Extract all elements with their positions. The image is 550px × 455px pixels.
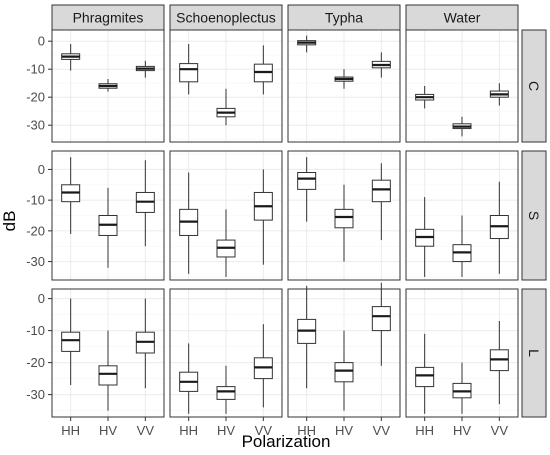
y-tick-label: -20 (26, 223, 45, 238)
x-tick-label: HH (415, 423, 434, 438)
row-strip-label-l: L (526, 349, 542, 357)
box-schoenoplectus-l-hv (216, 386, 236, 400)
row-strip-l (521, 288, 547, 418)
panel-border (287, 150, 401, 281)
panel-border (51, 150, 165, 281)
box-phragmites-l-hh (61, 331, 81, 352)
x-tick-label: VV (137, 423, 155, 438)
column-strip-label-schoenoplectus: Schoenoplectus (176, 10, 276, 26)
column-strip-label-typha: Typha (325, 10, 363, 26)
y-tick-label: -30 (26, 118, 45, 133)
box-schoenoplectus-c-hh (179, 63, 199, 83)
x-tick-label: HV (99, 423, 117, 438)
y-tick-label: 0 (38, 291, 45, 306)
panel-border (405, 150, 519, 281)
panel-border (169, 150, 283, 281)
box-typha-l-vv (371, 306, 391, 332)
x-tick-label: HV (335, 423, 353, 438)
box-typha-s-vv (371, 179, 391, 203)
y-tick-label: -10 (26, 62, 45, 77)
plot-area: 0 -10 -20 -30 C 0 -10 -20 -30 S 0 -10 -20 -30 L Phragmi… (26, 4, 547, 438)
x-tick-label: HH (179, 423, 198, 438)
column-strip-typha (287, 4, 401, 31)
y-tick-label: 0 (38, 162, 45, 177)
x-tick-label: HH (61, 423, 80, 438)
x-tick-label: VV (491, 423, 509, 438)
y-tick-label: -20 (26, 355, 45, 370)
x-tick-label: HV (453, 423, 471, 438)
column-strip-label-phragmites: Phragmites (73, 10, 144, 26)
row-strip-s (521, 150, 547, 281)
row-strip-label-c: C (526, 81, 542, 91)
y-tick-label: -30 (26, 387, 45, 402)
y-tick-label: -30 (26, 254, 45, 269)
x-tick-label: VV (373, 423, 391, 438)
x-tick-label: HV (217, 423, 235, 438)
y-tick-label: -10 (26, 193, 45, 208)
column-strip-label-water: Water (444, 10, 481, 26)
box-typha-l-hv (334, 362, 354, 383)
box-typha-s-hv (334, 208, 354, 229)
column-strip-schoenoplectus (169, 4, 283, 31)
x-tick-label: HH (297, 423, 316, 438)
row-strip-c (521, 29, 547, 143)
column-strip-phragmites (51, 4, 165, 31)
column-strip-water (405, 4, 519, 31)
y-tick-label: -20 (26, 90, 45, 105)
box-water-l-hh (415, 366, 435, 388)
y-tick-label: 0 (38, 34, 45, 49)
x-tick-label: VV (255, 423, 273, 438)
box-phragmites-l-hv (98, 365, 118, 386)
y-axis-title: dB (0, 211, 19, 232)
y-tick-label: -10 (26, 323, 45, 338)
box-typha-s-hh (297, 172, 317, 190)
x-axis-title: Polarization (242, 432, 331, 451)
row-strip-label-s: S (526, 211, 542, 220)
